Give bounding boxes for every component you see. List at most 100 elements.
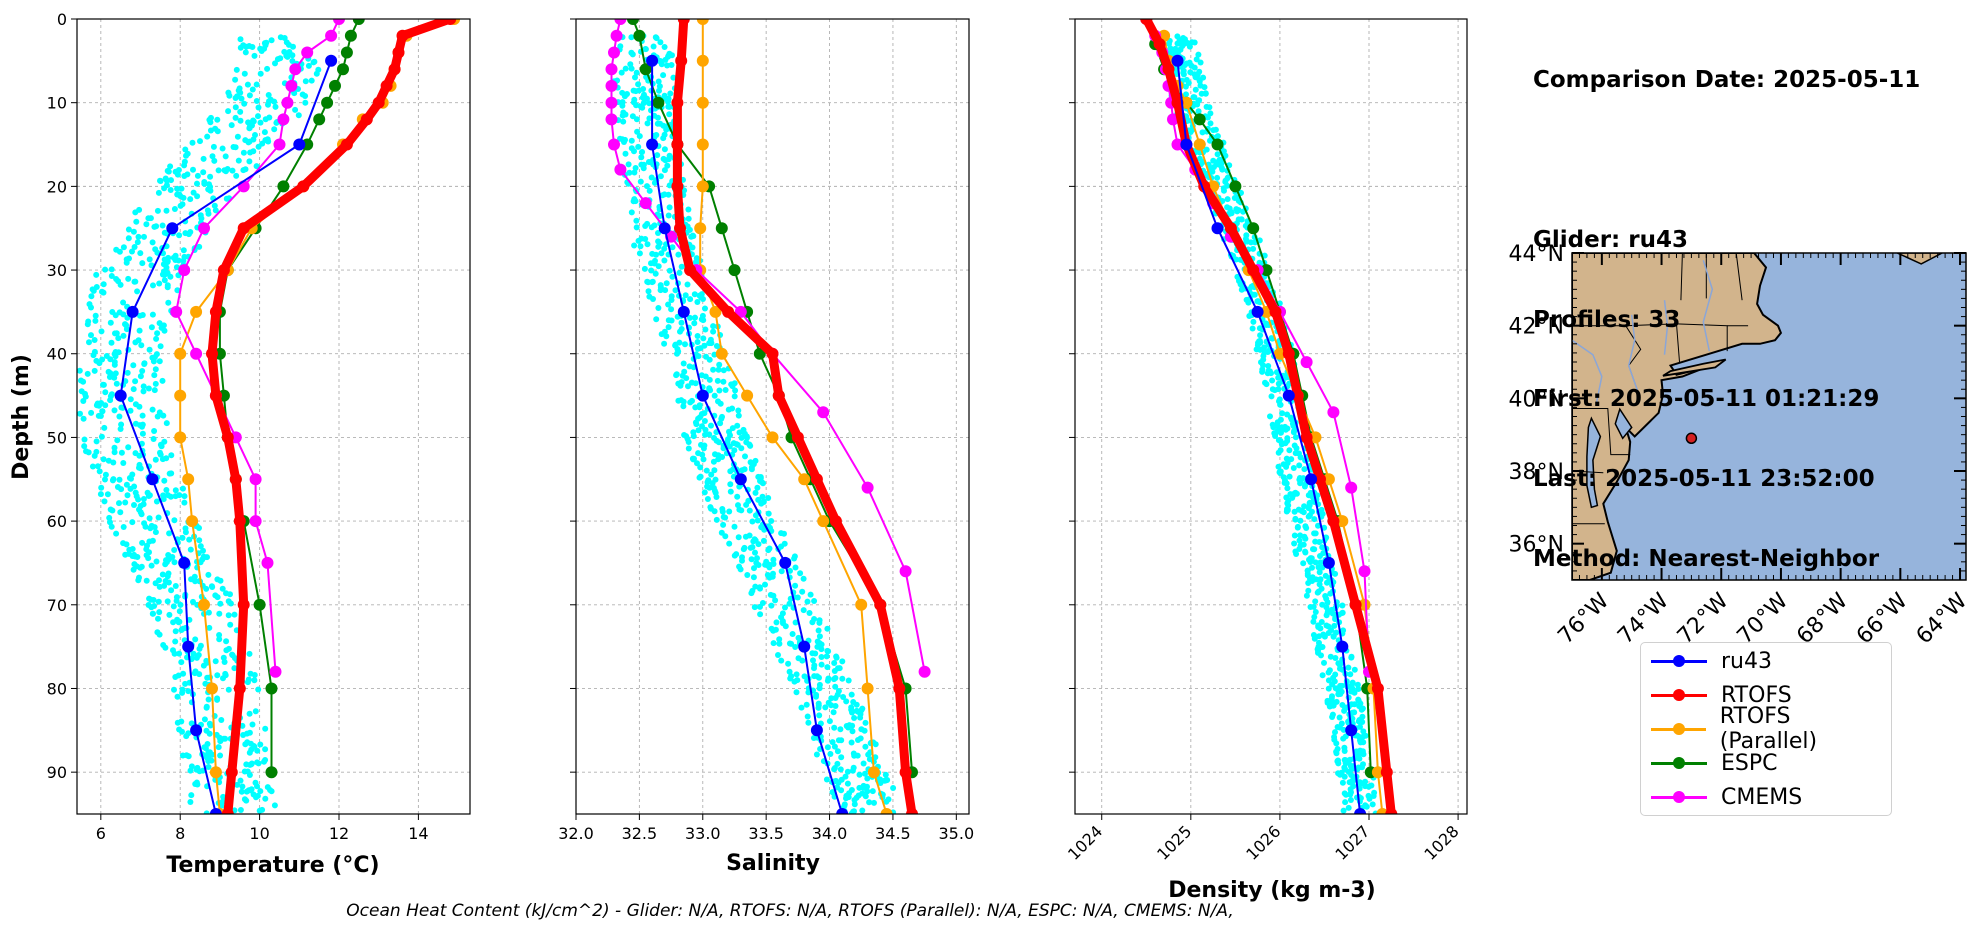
glider-point bbox=[216, 734, 223, 741]
glider-point bbox=[756, 584, 763, 591]
glider-point bbox=[1204, 114, 1211, 121]
glider-point bbox=[661, 340, 668, 347]
glider-point bbox=[165, 254, 172, 261]
glider-point bbox=[813, 693, 819, 700]
glider-point bbox=[1231, 195, 1238, 201]
glider-point bbox=[702, 426, 709, 433]
glider-point bbox=[755, 562, 762, 568]
glider-point bbox=[1301, 483, 1308, 490]
glider-point bbox=[1312, 609, 1319, 615]
glider-point bbox=[690, 433, 697, 440]
lat-tick-label: 38°N bbox=[1509, 460, 1564, 485]
glider-point bbox=[829, 739, 836, 746]
glider-point bbox=[140, 383, 147, 390]
series-point-rtofs bbox=[766, 347, 779, 360]
series-point-rtofs bbox=[677, 19, 690, 25]
glider-point bbox=[834, 760, 841, 767]
series-point-ru43 bbox=[1211, 222, 1224, 235]
glider-point bbox=[245, 676, 252, 683]
glider-point bbox=[666, 182, 673, 189]
river bbox=[1572, 339, 1603, 406]
glider-point bbox=[211, 157, 218, 164]
series-point-rtofs-parallel bbox=[696, 19, 709, 25]
glider-point bbox=[848, 787, 855, 793]
glider-point bbox=[125, 226, 132, 233]
glider-point bbox=[747, 442, 754, 449]
glider-point bbox=[82, 390, 88, 397]
glider-point bbox=[130, 228, 137, 235]
series-point-rtofs bbox=[297, 180, 310, 193]
series-point-espc bbox=[1229, 180, 1242, 193]
x-tick-label: 32.0 bbox=[558, 824, 594, 843]
method: Method: Nearest-Neighbor bbox=[1533, 545, 1880, 572]
glider-point bbox=[722, 387, 729, 393]
series-point-rtofs-parallel bbox=[209, 766, 222, 779]
glider-point bbox=[308, 77, 315, 84]
glider-point bbox=[793, 671, 800, 678]
series-point-rtofs bbox=[444, 19, 457, 25]
series-point-cmems bbox=[249, 515, 262, 528]
glider-point bbox=[203, 585, 210, 592]
glider-point bbox=[1283, 463, 1290, 470]
glider-point bbox=[1294, 523, 1301, 530]
glider-point bbox=[1174, 40, 1181, 47]
glider-point bbox=[239, 783, 246, 790]
glider-point bbox=[111, 361, 118, 368]
glider-point bbox=[103, 353, 110, 359]
glider-point bbox=[1201, 84, 1208, 91]
glider-point bbox=[883, 777, 890, 784]
glider-point bbox=[222, 168, 229, 175]
glider-point bbox=[1217, 162, 1224, 169]
glider-point bbox=[78, 377, 84, 384]
legend-label: RTOFS bbox=[1721, 682, 1792, 708]
temperature-xlabel: Temperature (°C) bbox=[166, 853, 379, 878]
glider-point bbox=[1291, 508, 1298, 515]
glider-point bbox=[630, 87, 637, 94]
glider-point bbox=[1319, 601, 1326, 608]
glider-point bbox=[754, 517, 761, 524]
glider-point bbox=[241, 796, 248, 803]
glider-point bbox=[708, 422, 714, 429]
glider-point bbox=[151, 372, 158, 379]
series-point-cmems bbox=[817, 406, 830, 419]
glider-point bbox=[675, 380, 682, 387]
glider-point bbox=[272, 103, 279, 110]
glider-point bbox=[656, 87, 662, 94]
glider-point bbox=[809, 619, 816, 626]
glider-point bbox=[862, 719, 869, 726]
glider-point bbox=[215, 167, 222, 174]
glider-point bbox=[703, 467, 710, 474]
glider-point bbox=[850, 750, 857, 757]
glider-point bbox=[251, 672, 258, 678]
glider-point bbox=[126, 475, 133, 481]
series-point-rtofs bbox=[1371, 682, 1384, 695]
glider-point bbox=[1263, 381, 1270, 388]
glider-point bbox=[1332, 685, 1339, 692]
series-point-rtofs-parallel bbox=[855, 598, 868, 611]
glider-point bbox=[1302, 549, 1309, 556]
glider-point bbox=[194, 172, 201, 179]
series-point-rtofs-parallel bbox=[198, 598, 210, 611]
glider-point bbox=[1319, 644, 1326, 650]
glider-point bbox=[207, 173, 214, 180]
glider-point bbox=[1347, 671, 1354, 678]
series-point-cmems bbox=[190, 347, 203, 360]
series-point-ru43 bbox=[1336, 640, 1349, 653]
glider-point bbox=[120, 332, 127, 339]
glider-point bbox=[861, 727, 868, 734]
glider-point bbox=[1216, 156, 1223, 163]
glider-point bbox=[161, 477, 168, 484]
glider-point bbox=[672, 342, 679, 349]
glider-point bbox=[200, 155, 207, 162]
glider-point bbox=[261, 129, 268, 136]
series-point-cmems bbox=[608, 46, 620, 59]
glider-point bbox=[130, 362, 137, 369]
glider-point bbox=[1221, 187, 1227, 194]
glider-point bbox=[781, 530, 787, 537]
glider-point bbox=[1369, 801, 1376, 808]
glider-point bbox=[1345, 664, 1352, 671]
glider-point bbox=[171, 650, 178, 657]
glider-point bbox=[91, 337, 98, 343]
glider-point bbox=[1309, 508, 1315, 515]
glider-point bbox=[252, 708, 259, 715]
